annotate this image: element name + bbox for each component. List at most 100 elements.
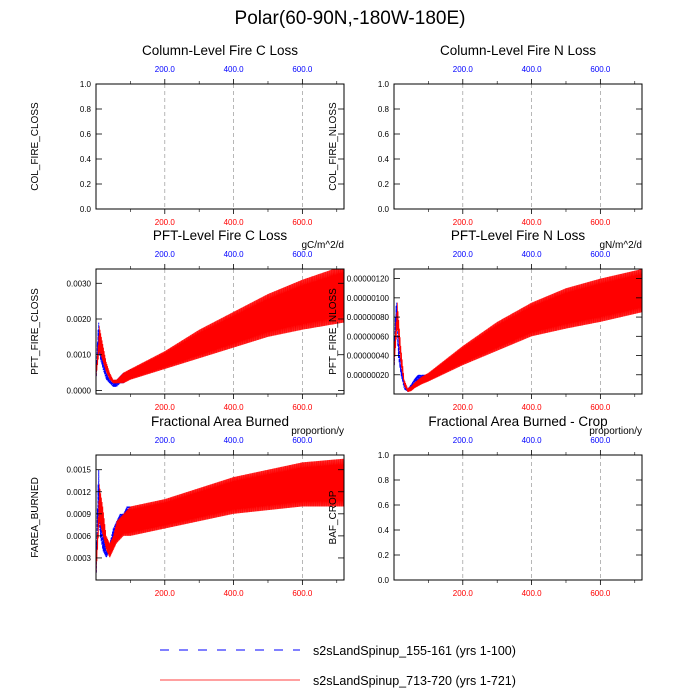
y-tick-label: 0.00000060 (347, 332, 390, 341)
y-tick-label: 1.0 (378, 451, 390, 460)
panel-col-fire-n: Column-Level Fire N Loss COL_FIRE_NLOSS 0.… (328, 43, 643, 227)
panel-baf-crop: Fractional Area Burned - Cropproportion/… (328, 414, 643, 598)
x-tick-label-top: 600.0 (590, 250, 611, 259)
x-tick-label-top: 400.0 (224, 436, 245, 445)
x-tick-label-bottom: 600.0 (590, 218, 611, 227)
plot-frame (95, 83, 345, 210)
x-tick-label-top: 600.0 (590, 65, 611, 74)
x-tick-label-top: 400.0 (522, 250, 543, 259)
y-tick-label: 0.2 (378, 180, 390, 189)
y-tick-label: 0.00000080 (347, 313, 390, 322)
x-tick-label-bottom: 600.0 (590, 403, 611, 412)
x-tick-label-bottom: 600.0 (292, 589, 313, 598)
x-tick-label-top: 600.0 (292, 65, 313, 74)
page-title: Polar(60-90N,-180W-180E) (234, 8, 466, 29)
x-tick-label-bottom: 600.0 (292, 403, 313, 412)
x-tick-label-bottom: 400.0 (522, 218, 543, 227)
legend-label-2: s2sLandSpinup_713-720 (yrs 1-721) (313, 674, 516, 688)
plot-frame (95, 454, 345, 581)
x-tick-label-top: 400.0 (522, 436, 543, 445)
y-tick-label: 0.00000120 (347, 275, 390, 284)
x-tick-label-top: 400.0 (522, 65, 543, 74)
x-tick-label-top: 200.0 (453, 436, 474, 445)
plot-frame (393, 268, 643, 395)
x-tick-label-top: 600.0 (590, 436, 611, 445)
y-tick-label: 0.00000040 (347, 352, 390, 361)
y-tick-label: 0.4 (378, 155, 390, 164)
x-tick-label-bottom: 200.0 (453, 218, 474, 227)
panel-title: PFT-Level Fire C Loss (153, 228, 288, 243)
y-tick-label: 0.0009 (67, 510, 92, 519)
y-tick-label: 0.00000020 (347, 371, 390, 380)
units-label: proportion/y (291, 426, 344, 437)
x-tick-label-top: 400.0 (224, 250, 245, 259)
series-line-b (96, 269, 344, 384)
x-tick-label-bottom: 400.0 (224, 218, 245, 227)
panel-title: Column-Level Fire N Loss (440, 43, 596, 58)
x-tick-label-top: 400.0 (224, 65, 245, 74)
x-tick-label-top: 600.0 (292, 436, 313, 445)
y-axis-label: COL_FIRE_CLOSS (30, 102, 41, 191)
y-tick-label: 0.8 (378, 105, 390, 114)
y-tick-label: 0.0012 (67, 488, 92, 497)
panel-title: Fractional Area Burned - Crop (428, 414, 607, 429)
legend: s2sLandSpinup_155-161 (yrs 1-100) s2sLand… (160, 644, 516, 688)
y-tick-label: 1.0 (378, 80, 390, 89)
x-tick-label-bottom: 400.0 (522, 589, 543, 598)
y-tick-label: 0.0030 (67, 279, 92, 288)
x-tick-label-bottom: 200.0 (155, 218, 176, 227)
x-tick-label-top: 200.0 (155, 250, 176, 259)
y-axis-label: FAREA_BURNED (30, 477, 41, 558)
y-tick-label: 0.0000 (67, 386, 92, 395)
x-tick-label-bottom: 200.0 (155, 403, 176, 412)
panel-pft-fire-n: PFT-Level Fire N Loss gN/m^2/d PFT_FIRE_NL… (328, 228, 643, 412)
plot-frame (393, 83, 643, 210)
x-tick-label-bottom: 200.0 (155, 589, 176, 598)
y-tick-label: 0.8 (80, 105, 92, 114)
y-tick-label: 0.0020 (67, 315, 92, 324)
y-tick-label: 0.2 (80, 180, 92, 189)
panel-col-fire-c: Column-Level Fire C Loss COL_FIRE_CLOSS 0.… (30, 43, 345, 227)
x-tick-label-bottom: 400.0 (522, 403, 543, 412)
series-line-b (394, 269, 642, 393)
x-tick-label-top: 200.0 (453, 250, 474, 259)
y-tick-label: 1.0 (80, 80, 92, 89)
x-tick-label-top: 600.0 (292, 250, 313, 259)
y-axis-label: PFT_FIRE_NLOSS (328, 288, 339, 375)
y-tick-label: 0.4 (80, 155, 92, 164)
y-tick-label: 0.0003 (67, 554, 92, 563)
x-tick-label-bottom: 600.0 (590, 589, 611, 598)
y-tick-label: 0.0015 (67, 466, 92, 475)
units-label: gN/m^2/d (600, 240, 643, 251)
y-tick-label: 0.0006 (67, 532, 92, 541)
panel-title: Fractional Area Burned (151, 414, 289, 429)
y-tick-label: 0.4 (378, 526, 390, 535)
legend-label-1: s2sLandSpinup_155-161 (yrs 1-100) (313, 644, 516, 658)
units-label: proportion/y (589, 426, 642, 437)
y-tick-label: 0.6 (80, 130, 92, 139)
y-tick-label: 0.2 (378, 551, 390, 560)
y-tick-label: 0.6 (378, 501, 390, 510)
plot-frame (393, 454, 643, 581)
y-tick-label: 0.0 (378, 576, 390, 585)
x-tick-label-top: 200.0 (155, 436, 176, 445)
units-label: gC/m^2/d (302, 240, 345, 251)
plot-frame (95, 268, 345, 395)
y-axis-label: COL_FIRE_NLOSS (328, 102, 339, 191)
y-tick-label: 0.0 (378, 205, 390, 214)
y-tick-label: 0.6 (378, 130, 390, 139)
x-tick-label-bottom: 200.0 (453, 589, 474, 598)
panel-title: Column-Level Fire C Loss (142, 43, 298, 58)
panel-pft-fire-c: PFT-Level Fire C Loss gC/m^2/d PFT_FIRE_CL… (30, 228, 345, 412)
y-axis-label: PFT_FIRE_CLOSS (30, 288, 41, 375)
x-tick-label-bottom: 600.0 (292, 218, 313, 227)
y-tick-label: 0.8 (378, 476, 390, 485)
panel-title: PFT-Level Fire N Loss (451, 228, 586, 243)
y-axis-label: BAF_CROP (328, 490, 339, 544)
y-tick-label: 0.00000100 (347, 294, 390, 303)
x-tick-label-bottom: 400.0 (224, 589, 245, 598)
x-tick-label-bottom: 400.0 (224, 403, 245, 412)
series-line-b (96, 458, 344, 573)
